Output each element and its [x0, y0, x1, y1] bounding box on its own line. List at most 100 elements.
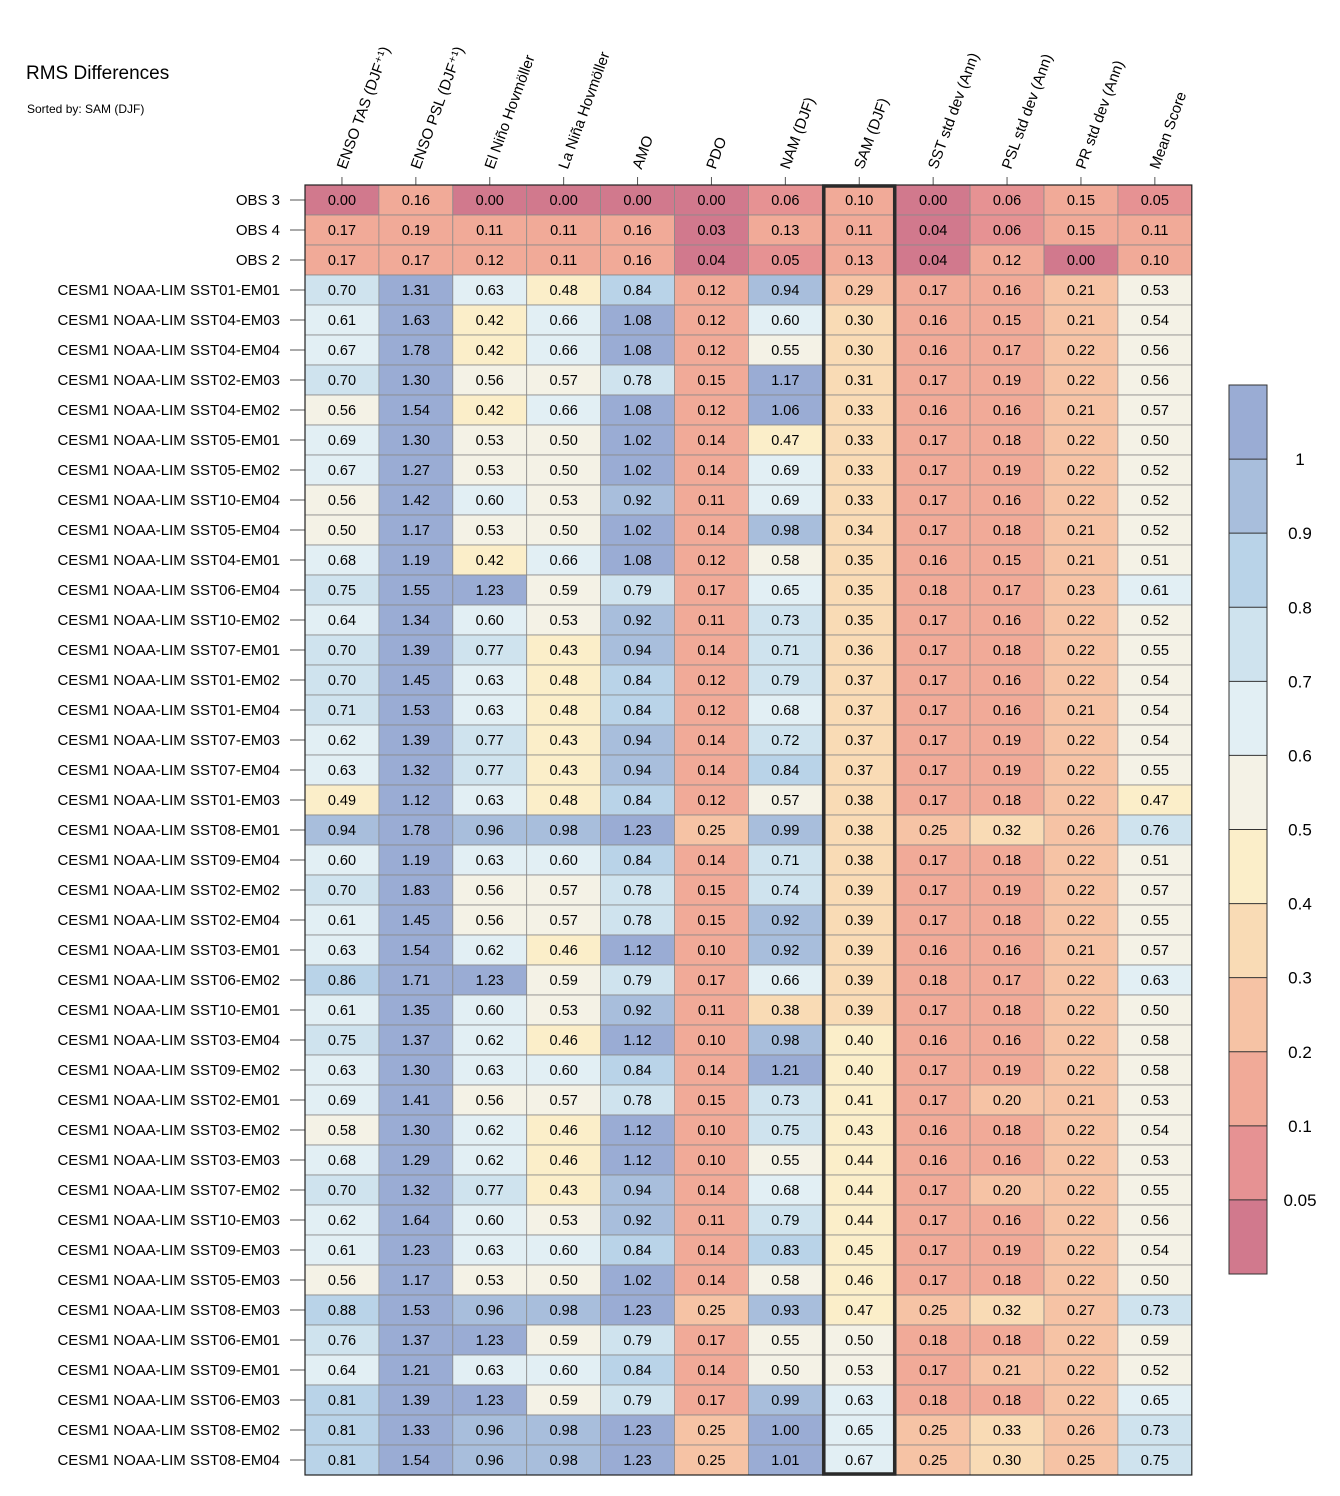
- cell-value: 0.14: [697, 463, 725, 479]
- heatmap-cell: [1043, 244, 1119, 276]
- colorbar-bin: [1229, 385, 1267, 460]
- cell-value: 1.34: [402, 613, 430, 629]
- cell-value: 0.38: [771, 1003, 799, 1019]
- colorbar-bin: [1229, 1125, 1267, 1200]
- row-label: CESM1 NOAA-LIM SST01-EM01: [57, 282, 280, 299]
- cell-value: 0.22: [1067, 1273, 1095, 1289]
- cell-value: 0.78: [623, 373, 651, 389]
- heatmap-cell: [748, 724, 823, 756]
- cell-value: 0.94: [623, 1183, 651, 1199]
- cell-value: 0.14: [697, 643, 725, 659]
- column-labels: ENSO TAS (DJF⁺¹) ENSO PSL (DJF⁺¹) El Niño …: [334, 44, 1190, 185]
- heatmap-cell: [526, 1024, 602, 1056]
- heatmap-cell: [821, 424, 897, 456]
- cell-value: 0.59: [550, 1393, 578, 1409]
- heatmap-cell: [378, 514, 454, 546]
- cell-value: 0.48: [550, 793, 578, 809]
- heatmap-cell: [452, 1084, 528, 1116]
- chart-title: RMS Differences: [26, 63, 169, 84]
- heatmap-cell: [1117, 964, 1193, 996]
- cell-value: 0.84: [623, 1063, 651, 1079]
- cell-value: 0.16: [402, 193, 430, 209]
- cell-value: 0.32: [993, 1303, 1021, 1319]
- heatmap-cell: [1043, 484, 1119, 516]
- cell-value: 0.12: [697, 313, 725, 329]
- colorbar-tick-label: 0.2: [1288, 1043, 1312, 1062]
- row-label: CESM1 NOAA-LIM SST04-EM02: [57, 402, 280, 419]
- cell-value: 1.23: [623, 823, 651, 839]
- heatmap-cell: [969, 1234, 1045, 1266]
- row-label: CESM1 NOAA-LIM SST06-EM03: [57, 1392, 280, 1409]
- heatmap-cell: [378, 1054, 454, 1086]
- cell-value: 0.84: [623, 703, 651, 719]
- colorbar-bin: [1229, 977, 1267, 1052]
- heatmap-cell: [674, 724, 749, 756]
- cell-value: 0.92: [623, 493, 651, 509]
- cell-value: 0.17: [919, 763, 947, 779]
- row-label: CESM1 NOAA-LIM SST05-EM04: [57, 522, 280, 539]
- heatmap-cell: [600, 904, 675, 936]
- cell-value: 0.64: [328, 613, 356, 629]
- row-label: CESM1 NOAA-LIM SST04-EM03: [57, 312, 280, 329]
- heatmap-cell: [821, 304, 897, 336]
- cell-value: 0.61: [328, 1243, 356, 1259]
- cell-value: 0.60: [476, 1003, 504, 1019]
- cell-value: 0.54: [1141, 673, 1169, 689]
- cell-value: 1.39: [402, 1393, 430, 1409]
- heatmap-cell: [748, 514, 823, 546]
- heatmap-cell: [821, 1414, 897, 1446]
- cell-value: 0.63: [328, 1063, 356, 1079]
- colorbar-tick-label: 0.7: [1288, 672, 1312, 691]
- heatmap-cell: [304, 184, 380, 216]
- cell-value: 0.25: [919, 1423, 947, 1439]
- cell-value: 0.70: [328, 1183, 356, 1199]
- cell-value: 0.06: [993, 193, 1021, 209]
- cell-value: 0.16: [993, 673, 1021, 689]
- cell-value: 1.23: [476, 973, 504, 989]
- cell-value: 0.96: [476, 1303, 504, 1319]
- heatmap-cell: [969, 184, 1045, 216]
- cell-value: 0.53: [476, 433, 504, 449]
- heatmap-cell: [526, 904, 602, 936]
- cell-value: 0.21: [993, 1363, 1021, 1379]
- cell-value: 0.12: [697, 673, 725, 689]
- heatmap-cell: [1043, 754, 1119, 786]
- cell-value: 0.16: [993, 613, 1021, 629]
- heatmap-cell: [821, 274, 897, 306]
- cell-value: 0.17: [919, 1093, 947, 1109]
- heatmap-cell: [969, 754, 1045, 786]
- cell-value: 0.14: [697, 763, 725, 779]
- heatmap-cell: [895, 1444, 971, 1476]
- heatmap-cell: [1117, 1084, 1193, 1116]
- cell-value: 0.94: [771, 283, 799, 299]
- cell-value: 0.48: [550, 703, 578, 719]
- cell-value: 0.98: [771, 523, 799, 539]
- heatmap-cell: [748, 634, 823, 666]
- heatmap-cell: [674, 754, 749, 786]
- heatmap-cell: [304, 1234, 380, 1266]
- heatmap-cell: [600, 814, 675, 846]
- cell-value: 1.21: [771, 1063, 799, 1079]
- cell-value: 0.22: [1067, 1183, 1095, 1199]
- cell-value: 0.54: [1141, 1123, 1169, 1139]
- cell-value: 0.22: [1067, 763, 1095, 779]
- heatmap-cell: [378, 394, 454, 426]
- cell-value: 0.12: [697, 283, 725, 299]
- heatmap-cell: [378, 1114, 454, 1146]
- cell-value: 0.14: [697, 433, 725, 449]
- heatmap-cell: [304, 214, 380, 246]
- cell-value: 0.14: [697, 523, 725, 539]
- cell-value: 0.55: [1141, 1183, 1169, 1199]
- cell-value: 0.42: [476, 343, 504, 359]
- cell-value: 0.16: [919, 943, 947, 959]
- cell-value: 0.62: [476, 1123, 504, 1139]
- heatmap-cell: [748, 574, 823, 606]
- cell-value: 0.17: [919, 523, 947, 539]
- cell-value: 0.70: [328, 673, 356, 689]
- cell-value: 0.47: [845, 1303, 873, 1319]
- heatmap-cell: [748, 1204, 823, 1236]
- heatmap-cell: [895, 1144, 971, 1176]
- heatmap-cell: [674, 784, 749, 816]
- cell-value: 0.56: [328, 493, 356, 509]
- cell-value: 0.53: [476, 463, 504, 479]
